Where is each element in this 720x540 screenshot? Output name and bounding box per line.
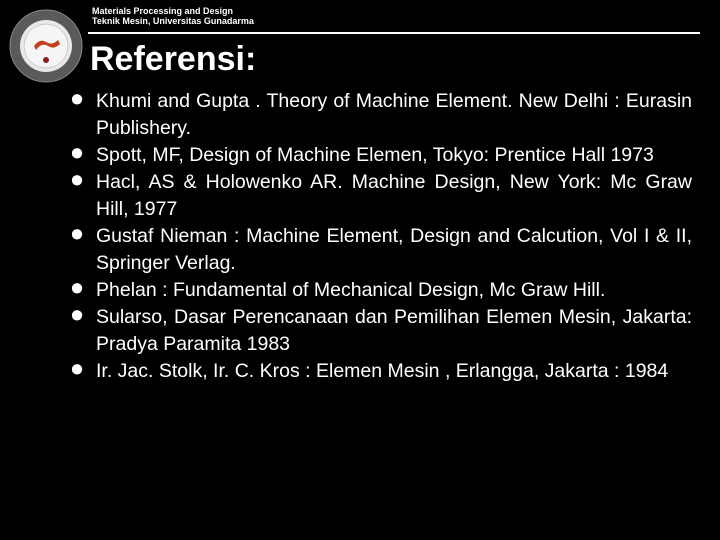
bullet-icon: •: [58, 354, 96, 385]
reference-text: Spott, MF, Design of Machine Elemen, Tok…: [96, 142, 692, 169]
reference-list: • Khumi and Gupta . Theory of Machine El…: [58, 88, 692, 385]
list-item: • Khumi and Gupta . Theory of Machine El…: [58, 88, 692, 142]
slide-title: Referensi:: [90, 40, 256, 79]
list-item: • Sularso, Dasar Perencanaan dan Pemilih…: [58, 304, 692, 358]
list-item: • Gustaf Nieman : Machine Element, Desig…: [58, 223, 692, 277]
list-item: • Hacl, AS & Holowenko AR. Machine Desig…: [58, 169, 692, 223]
list-item: • Spott, MF, Design of Machine Elemen, T…: [58, 142, 692, 169]
reference-text: Hacl, AS & Holowenko AR. Machine Design,…: [96, 169, 692, 223]
header-dept: Teknik Mesin, Universitas Gunadarma: [92, 16, 700, 26]
reference-text: Ir. Jac. Stolk, Ir. C. Kros : Elemen Mes…: [96, 358, 692, 385]
reference-text: Khumi and Gupta . Theory of Machine Elem…: [96, 88, 692, 142]
list-item: • Phelan : Fundamental of Mechanical Des…: [58, 277, 692, 304]
list-item: • Ir. Jac. Stolk, Ir. C. Kros : Elemen M…: [58, 358, 692, 385]
header-course: Materials Processing and Design: [92, 6, 700, 16]
university-logo: [8, 8, 84, 84]
reference-text: Gustaf Nieman : Machine Element, Design …: [96, 223, 692, 277]
slide-header: Materials Processing and Design Teknik M…: [92, 6, 700, 26]
reference-text: Sularso, Dasar Perencanaan dan Pemilihan…: [96, 304, 692, 358]
reference-text: Phelan : Fundamental of Mechanical Desig…: [96, 277, 692, 304]
header-divider: [88, 32, 700, 34]
